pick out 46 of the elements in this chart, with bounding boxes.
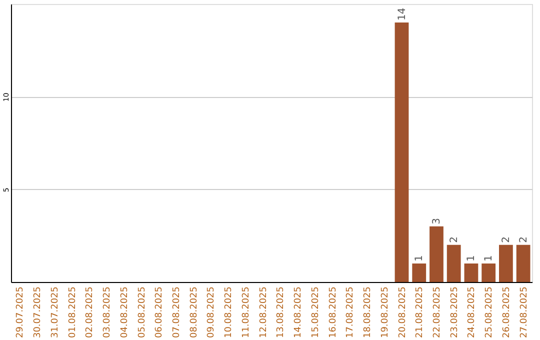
x-tick-label: 30.07.2025 bbox=[33, 286, 44, 338]
x-tick-label: 27.08.2025 bbox=[519, 286, 530, 338]
x-tick-label: 24.08.2025 bbox=[467, 286, 478, 338]
data-label: 1 bbox=[414, 255, 426, 262]
x-tick-label: 14.08.2025 bbox=[294, 286, 304, 338]
x-tick-label: 23.08.2025 bbox=[450, 286, 460, 338]
x-tick-label: 10.08.2025 bbox=[224, 286, 234, 338]
data-label: 2 bbox=[448, 236, 460, 243]
bar bbox=[412, 263, 426, 282]
x-tick-label: 12.08.2025 bbox=[258, 286, 269, 338]
x-tick-label: 31.07.2025 bbox=[50, 286, 60, 338]
x-tick-label: 26.08.2025 bbox=[502, 286, 512, 338]
x-tick-label: 17.08.2025 bbox=[346, 286, 356, 338]
x-tick-label: 06.08.2025 bbox=[154, 286, 165, 338]
bar bbox=[430, 226, 444, 282]
data-label: 2 bbox=[500, 236, 512, 243]
data-label: 2 bbox=[518, 236, 530, 243]
bar bbox=[516, 244, 530, 282]
data-label: 1 bbox=[484, 255, 495, 262]
bar bbox=[482, 263, 496, 282]
bar bbox=[464, 263, 478, 282]
x-tick-label: 04.08.2025 bbox=[120, 286, 130, 338]
data-label: 3 bbox=[431, 218, 442, 224]
x-tick-label: 01.08.2025 bbox=[68, 286, 78, 338]
x-tick-label: 15.08.2025 bbox=[310, 286, 321, 338]
x-tick-label: 18.08.2025 bbox=[363, 286, 374, 338]
x-tick-label: 22.08.2025 bbox=[432, 286, 442, 338]
x-tick-label: 20.08.2025 bbox=[398, 286, 408, 338]
x-tick-label: 19.08.2025 bbox=[380, 286, 390, 338]
x-tick-label: 16.08.2025 bbox=[328, 286, 338, 338]
x-tick-label: 29.07.2025 bbox=[16, 286, 26, 338]
x-tick-label: 08.08.2025 bbox=[189, 286, 200, 338]
x-tick-label: 11.08.2025 bbox=[241, 286, 252, 338]
x-tick-label: 13.08.2025 bbox=[276, 286, 286, 338]
x-tick-label: 21.08.2025 bbox=[415, 286, 426, 338]
x-tick-label: 09.08.2025 bbox=[206, 286, 217, 338]
x-tick-label: 02.08.2025 bbox=[85, 286, 96, 338]
data-label: 14 bbox=[396, 8, 408, 21]
bar bbox=[446, 244, 461, 282]
x-tick-label: 05.08.2025 bbox=[137, 286, 148, 338]
bar bbox=[499, 244, 513, 282]
x-tick-label: 07.08.2025 bbox=[172, 286, 182, 338]
bar bbox=[394, 22, 409, 282]
data-label: 1 bbox=[466, 255, 478, 262]
x-tick-label: 25.08.2025 bbox=[484, 286, 495, 338]
x-tick-label: 03.08.2025 bbox=[102, 286, 113, 338]
